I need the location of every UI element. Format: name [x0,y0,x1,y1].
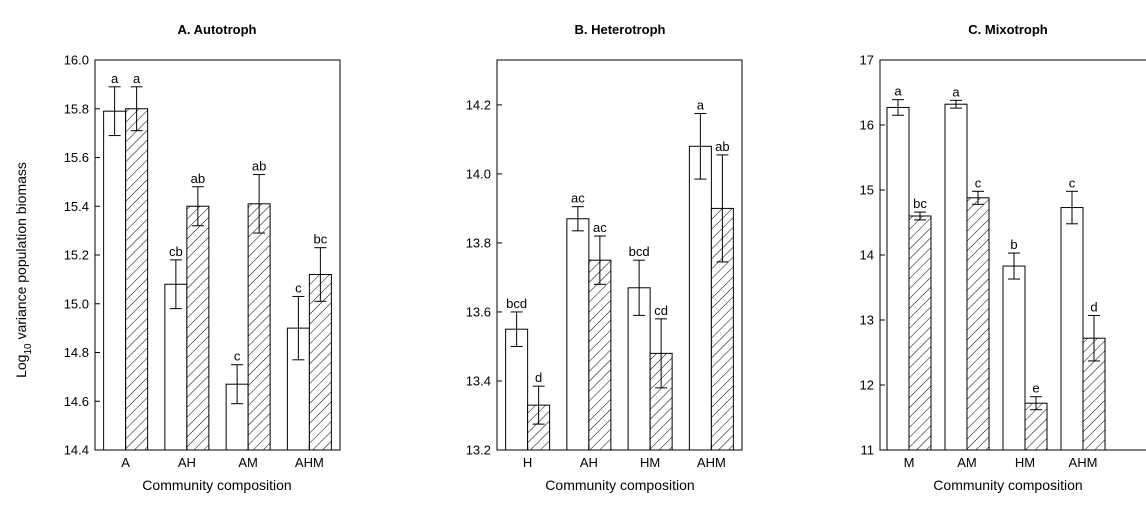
x-category-label: AH [580,455,598,470]
significance-letter: cd [654,303,668,318]
x-category-label: AM [238,455,258,470]
bar-hatched [908,215,932,451]
x-category-label: HM [1015,455,1035,470]
bar-hatched [588,259,612,451]
bar-open [103,110,127,451]
x-category-label: AHM [697,455,726,470]
y-tick-label: 16.0 [64,53,89,68]
bars: a bc a c b e c d [886,84,1106,451]
panel-title: B. Heterotroph [575,22,666,37]
bar-open [505,328,529,451]
y-tick-label: 13.6 [466,304,491,319]
significance-letter: ab [252,159,266,174]
y-axis-label-rest: variance population biomass [13,162,29,343]
significance-letter: bc [913,196,927,211]
bar-open [1002,265,1026,451]
bar-open [1060,207,1084,451]
y-tick-label: 17 [860,53,874,68]
y-tick-label: 16 [860,118,874,133]
bar-hatched [1024,402,1048,451]
y-tick-label: 15.0 [64,296,89,311]
y-tick-label: 13.2 [466,443,491,458]
y-ticks: 13.2 13.4 13.6 13.8 14.0 14.2 [466,97,502,458]
panel-title: A. Autotroph [178,22,257,37]
panel-heterotroph: B. Heterotroph 13.213.413.613.814.014.2 … [466,22,743,493]
y-tick-label: 14.0 [466,166,491,181]
significance-letter: bcd [506,296,527,311]
significance-letter: a [133,71,141,86]
significance-letter: bc [314,232,328,247]
y-tick-label: 15.8 [64,101,89,116]
y-tick-label: 13 [860,313,874,328]
y-axis-label-log: Log [13,355,29,378]
x-category-label: M [904,455,915,470]
x-axis-label: Community composition [545,477,694,493]
panel-title: C. Mixotroph [968,22,1047,37]
x-categories: H AH HM AHM [523,445,726,470]
x-category-label: AHM [1069,455,1098,470]
y-tick-label: 14.8 [64,345,89,360]
x-categories: A AH AM AHM [121,445,324,470]
panel-mixotroph: C. Mixotroph 11 12 13 14 15 16 17 a bc a c b e c d M A… [860,22,1146,493]
significance-letter: a [894,84,902,99]
y-tick-label: 15.2 [64,248,89,263]
bar-hatched [186,205,210,451]
y-tick-label: 14.4 [64,443,89,458]
bars: a a cb ab c ab c bc [103,71,332,451]
plot-frame [496,59,743,451]
x-axis-label: Community composition [142,477,291,493]
x-categories: M AM HM AHM [904,445,1098,470]
significance-letter: e [1032,381,1039,396]
significance-letter: ac [571,191,585,206]
significance-letter: ab [715,139,729,154]
bar-open [886,106,910,451]
significance-letter: cb [169,244,183,259]
x-category-label: AM [957,455,977,470]
bar-open [566,218,590,451]
bar-open [944,103,968,451]
bar-hatched [966,197,990,451]
significance-letter: a [111,71,119,86]
y-tick-label: 15.4 [64,199,89,214]
x-category-label: H [523,455,532,470]
y-tick-label: 14.6 [64,394,89,409]
significance-letter: ac [593,220,607,235]
y-tick-label: 13.8 [466,235,491,250]
significance-letter: bcd [629,244,650,259]
significance-letter: d [1090,299,1097,314]
y-ticks: 14.4 14.6 14.8 15.0 15.2 15.4 15.6 15.8 16.0 [64,53,100,458]
y-tick-label: 11 [861,443,875,458]
y-ticks: 11 12 13 14 15 16 17 [860,53,885,458]
significance-letter: b [1010,237,1017,252]
significance-letter: c [295,280,302,295]
y-tick-label: 12 [860,378,874,393]
significance-letter: c [1069,175,1076,190]
significance-letter: d [535,370,542,385]
significance-letter: a [697,97,705,112]
bar-hatched [125,108,149,451]
y-tick-label: 13.4 [466,373,491,388]
bar-open [688,145,712,451]
bar-hatched [247,203,271,451]
significance-letter: c [234,349,241,364]
x-category-label: AH [178,455,196,470]
x-category-label: A [121,455,130,470]
y-axis-label: Log10 variance population biomass [13,162,34,378]
y-tick-label: 15.6 [64,150,89,165]
significance-letter: ab [191,171,205,186]
x-axis-label: Community composition [933,477,1082,493]
y-tick-label: 14.2 [466,97,491,112]
y-tick-label: 14 [860,248,874,263]
y-tick-label: 15 [860,183,874,198]
panel-autotroph: A. Autotroph 14.4 14.6 14.8 15.0 15.2 15.4 15.… [64,22,341,493]
x-category-label: HM [640,455,660,470]
x-category-label: AHM [295,455,324,470]
y-axis-label-subscript: 10 [23,343,34,355]
significance-letter: c [975,175,982,190]
significance-letter: a [952,84,960,99]
